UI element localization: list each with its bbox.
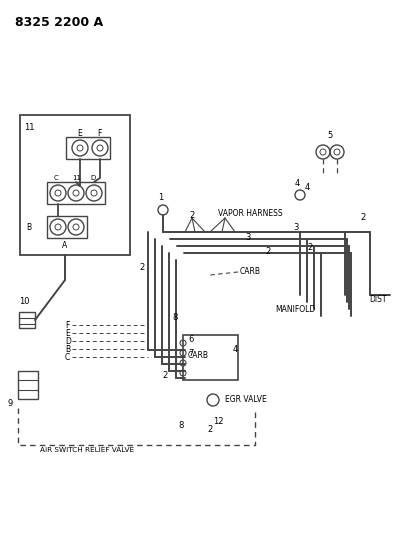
Text: 2: 2 [265, 247, 270, 256]
Text: 8: 8 [172, 313, 177, 322]
Text: A: A [62, 240, 68, 249]
Text: 12: 12 [213, 417, 223, 426]
Text: 11: 11 [24, 123, 35, 132]
Text: MANIFOLD: MANIFOLD [275, 305, 315, 314]
Text: 2: 2 [307, 244, 312, 253]
Text: C: C [54, 175, 59, 181]
Text: C: C [65, 352, 70, 361]
Text: 6: 6 [188, 335, 193, 344]
Text: F: F [65, 320, 69, 329]
Text: 8: 8 [178, 421, 183, 430]
Bar [66, 137, 110, 159]
Text: B: B [26, 222, 31, 231]
Text: 9: 9 [8, 399, 13, 408]
Text: 2: 2 [139, 263, 144, 272]
Text: 2: 2 [162, 370, 168, 379]
Bar [20, 115, 130, 255]
Text: D: D [65, 336, 71, 345]
Text: 1: 1 [158, 193, 164, 203]
Text: 5: 5 [327, 132, 333, 141]
Text: 4: 4 [233, 345, 238, 354]
Text: DIST: DIST [369, 295, 387, 304]
Text: AIR SWITCH RELIEF VALVE: AIR SWITCH RELIEF VALVE [40, 447, 134, 453]
Bar [47, 182, 105, 204]
Text: 3: 3 [293, 223, 298, 232]
Text: 2: 2 [189, 211, 195, 220]
Text: 11: 11 [72, 175, 81, 181]
Text: B: B [65, 344, 70, 353]
Text: D: D [90, 175, 95, 181]
Text: 2: 2 [207, 425, 213, 434]
Text: 2: 2 [360, 214, 365, 222]
Text: 4: 4 [305, 183, 310, 192]
Text: 7: 7 [188, 349, 193, 358]
Text: CARB: CARB [240, 268, 261, 277]
Text: 8325 2200 A: 8325 2200 A [15, 15, 103, 28]
Text: E: E [77, 128, 82, 138]
Text: 10: 10 [19, 297, 29, 306]
Bar [19, 312, 35, 328]
Text: E: E [65, 328, 70, 337]
Text: EGR VALVE: EGR VALVE [225, 395, 267, 405]
Text: 3: 3 [245, 233, 251, 243]
Bar [47, 216, 87, 238]
Bar [183, 335, 238, 380]
Bar [18, 371, 38, 399]
Text: 4: 4 [295, 179, 299, 188]
Text: CARB: CARB [188, 351, 209, 359]
Text: F: F [97, 128, 101, 138]
Text: VAPOR HARNESS: VAPOR HARNESS [218, 208, 283, 217]
